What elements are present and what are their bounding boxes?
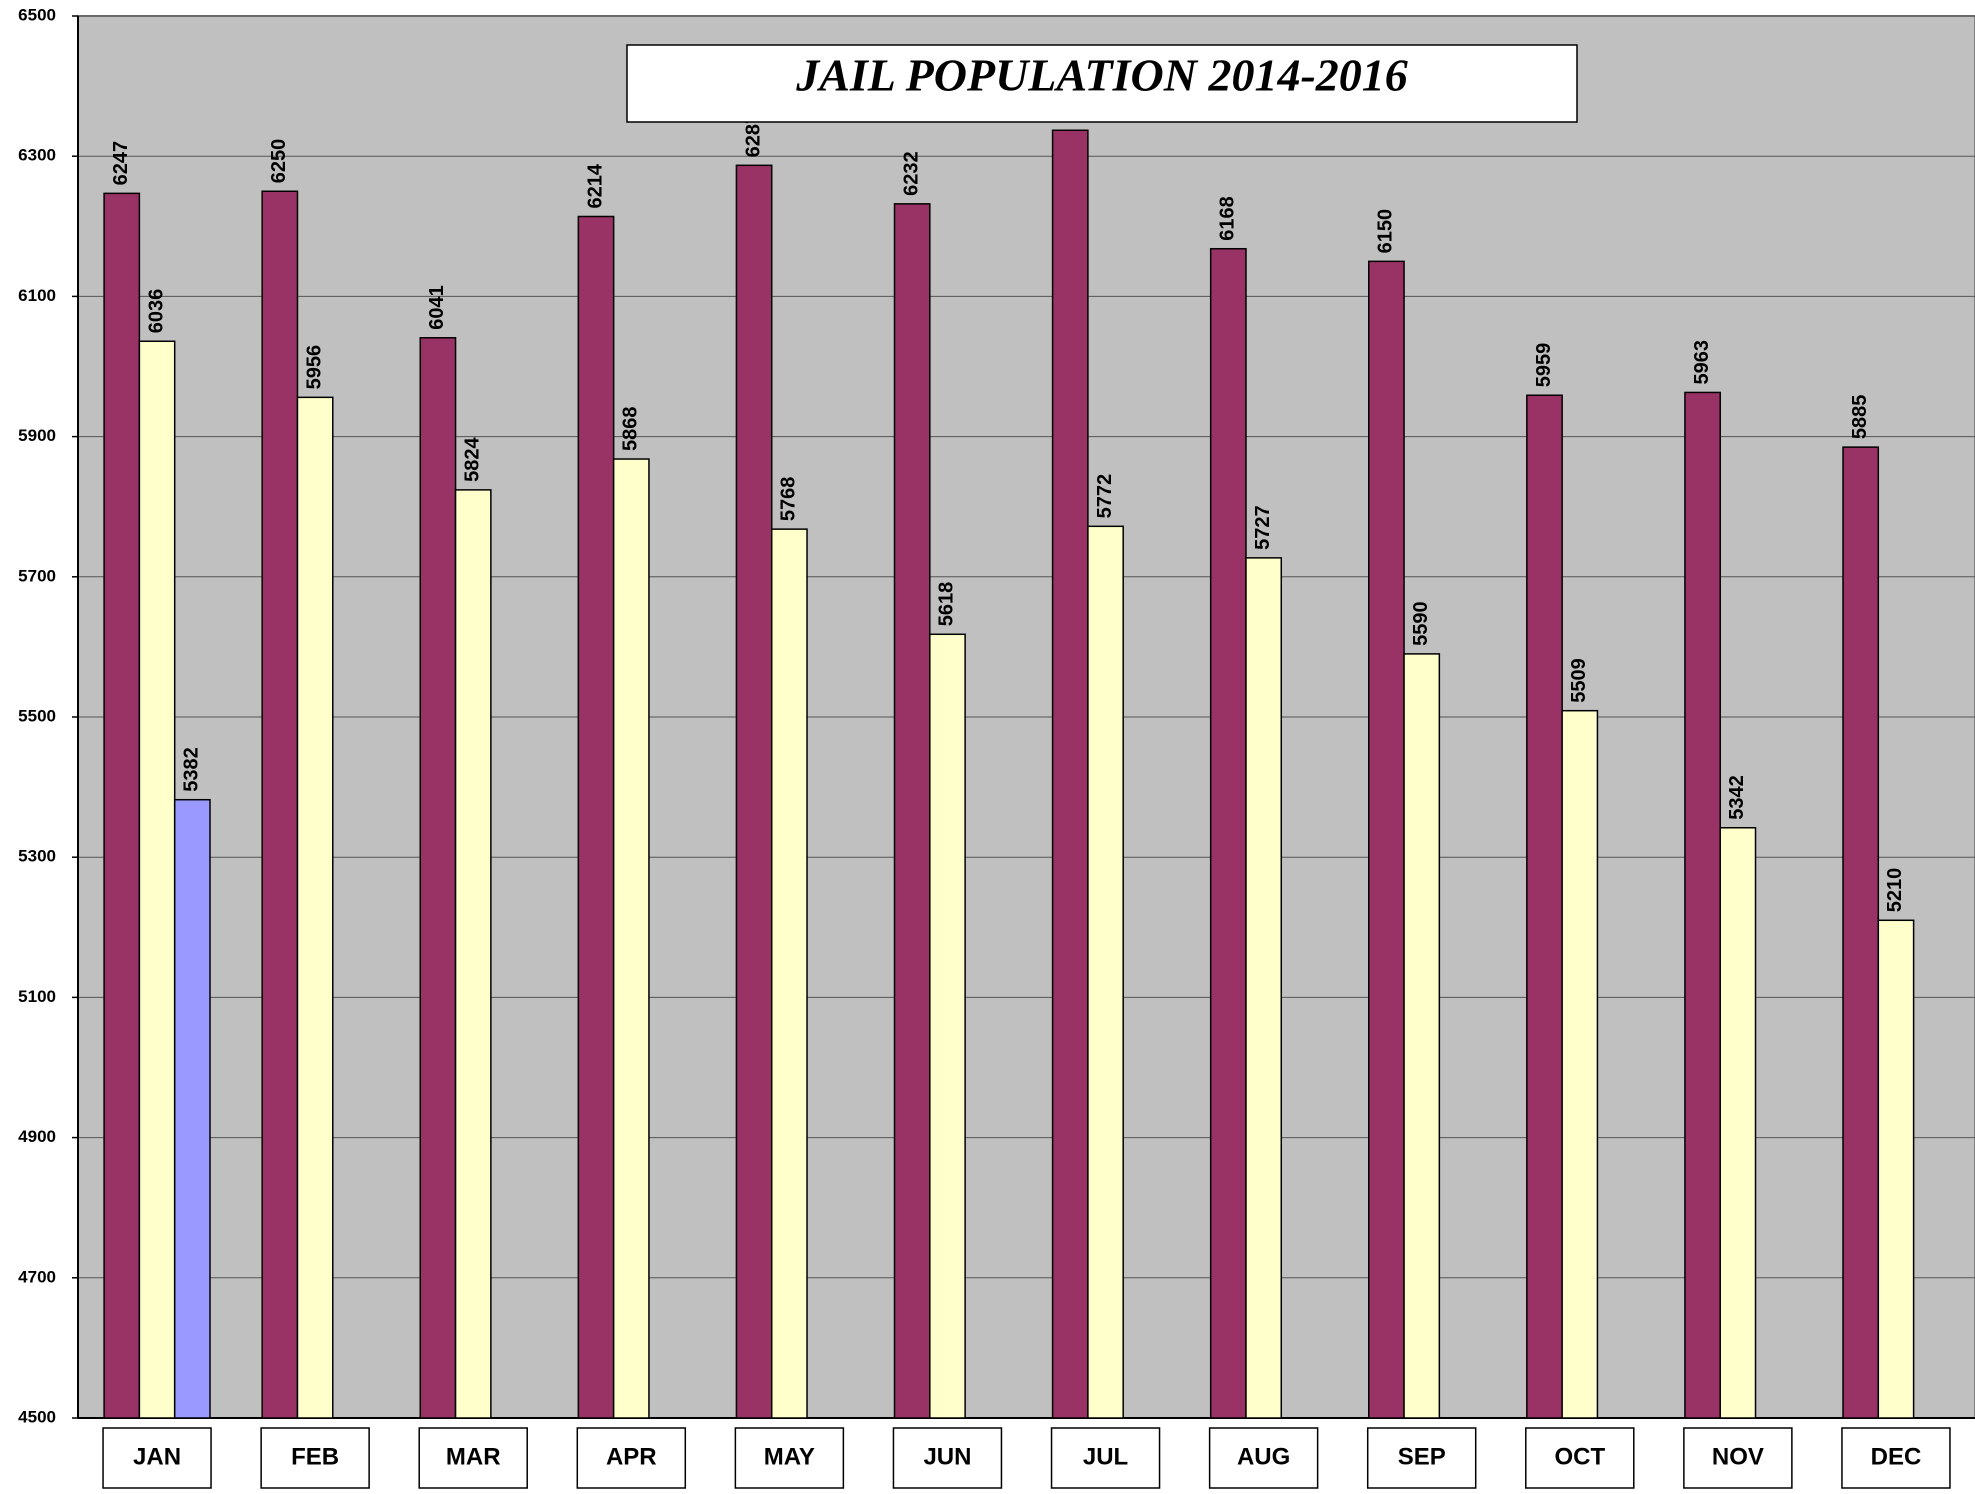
value-label: 5210 <box>1884 868 1906 913</box>
y-tick-label: 5300 <box>18 847 56 866</box>
category-box <box>576 1427 687 1489</box>
value-label: 5824 <box>461 437 483 482</box>
bar <box>1087 525 1124 1419</box>
value-label: 6250 <box>268 139 290 184</box>
bar <box>612 458 650 1419</box>
categories: JAN FEB MAR APR MAY JUN JUL AUG SEP OCT NOV DEC <box>102 1427 1951 1489</box>
value-label: 5590 <box>1410 601 1432 646</box>
x-tick-label: APR <box>606 1443 657 1470</box>
x-tick-label: MAY <box>764 1443 815 1470</box>
bar <box>1403 653 1441 1419</box>
value-label: 5342 <box>1726 775 1748 820</box>
category-box <box>892 1427 1003 1489</box>
bar <box>1561 709 1599 1419</box>
value-label: 6232 <box>900 151 922 196</box>
bar <box>261 190 299 1419</box>
y-tick-label: 5700 <box>18 566 56 585</box>
x-tick-label: JUN <box>923 1443 971 1470</box>
y-tick-label: 6500 <box>18 5 56 24</box>
x-tick-label: JUL <box>1083 1443 1128 1470</box>
bar <box>893 203 931 1419</box>
value-label: 6247 <box>110 141 132 186</box>
y-tick-label: 6300 <box>18 146 56 165</box>
bar <box>1051 129 1089 1419</box>
value-label: 6168 <box>1217 196 1239 241</box>
category-box <box>1050 1427 1161 1489</box>
x-tick-label: FEB <box>291 1443 339 1470</box>
value-label: 5868 <box>620 407 642 452</box>
bars <box>103 129 1915 1419</box>
category-box <box>1683 1427 1793 1489</box>
value-label: 5772 <box>1094 474 1116 519</box>
x-tick-label: AUG <box>1237 1443 1290 1470</box>
bar <box>454 489 492 1419</box>
bar <box>1245 557 1283 1419</box>
bar <box>1842 446 1880 1419</box>
bar <box>770 528 808 1419</box>
bar <box>1719 827 1757 1419</box>
y-tick-label: 5900 <box>18 426 56 445</box>
value-label: 5382 <box>181 747 203 792</box>
bar <box>138 340 176 1419</box>
y-tick-label: 5100 <box>18 987 56 1006</box>
bar <box>929 633 966 1419</box>
bar <box>1877 919 1915 1419</box>
y-tick-label: 6100 <box>18 286 56 305</box>
category-box <box>418 1427 528 1489</box>
chart-title: JAIL POPULATION 2014-2016 <box>795 50 1408 101</box>
x-tick-label: SEP <box>1398 1443 1446 1470</box>
grid: 4500 4700 4900 5100 5300 5500 5700 5900 6100 6300… <box>18 5 1975 1426</box>
bar <box>1209 247 1247 1419</box>
bar <box>577 215 615 1419</box>
value-label: 5618 <box>936 582 958 627</box>
x-tick-label: JAN <box>133 1443 181 1470</box>
bar <box>735 164 773 1419</box>
value-label: 5885 <box>1849 395 1871 440</box>
category-box <box>260 1427 370 1489</box>
value-label: 6036 <box>145 289 167 334</box>
value-label: 6041 <box>426 285 448 330</box>
y-tick-label: 4500 <box>18 1407 56 1426</box>
value-label: 6214 <box>584 163 606 208</box>
value-label: 5963 <box>1691 340 1713 385</box>
x-tick-label: NOV <box>1712 1443 1764 1470</box>
bar <box>419 337 457 1419</box>
category-box <box>734 1427 845 1489</box>
category-box <box>1841 1427 1951 1489</box>
value-label: 5509 <box>1568 658 1590 703</box>
category-box <box>1208 1427 1319 1489</box>
x-tick-label: DEC <box>1871 1443 1922 1470</box>
value-label: 5727 <box>1252 505 1274 550</box>
value-label: 5768 <box>778 477 800 522</box>
title-box <box>626 44 1578 123</box>
bar <box>1526 394 1563 1419</box>
bar <box>296 396 334 1419</box>
value-label: 6150 <box>1375 209 1397 254</box>
value-label: 6287 <box>742 113 764 158</box>
category-box <box>1366 1427 1477 1489</box>
x-tick-label: MAR <box>446 1443 501 1470</box>
category-box <box>102 1427 212 1489</box>
bar <box>1368 260 1405 1419</box>
value-label: 5959 <box>1533 343 1555 388</box>
bar <box>103 192 141 1419</box>
y-tick-label: 4700 <box>18 1267 56 1286</box>
y-tick-label: 5500 <box>18 706 56 725</box>
bar <box>173 798 211 1419</box>
x-tick-label: OCT <box>1554 1443 1605 1470</box>
bar <box>1684 391 1721 1419</box>
category-box <box>1525 1427 1635 1489</box>
value-label: 5956 <box>303 345 325 390</box>
y-tick-label: 4900 <box>18 1127 56 1146</box>
